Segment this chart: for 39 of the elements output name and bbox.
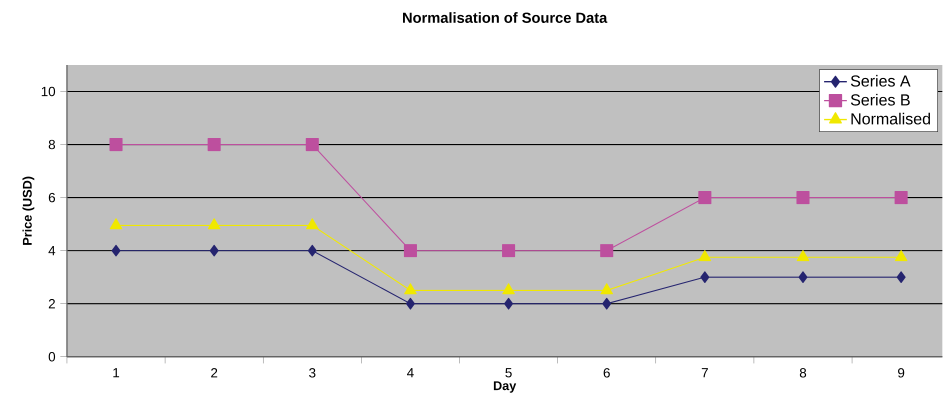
- point: [798, 271, 808, 284]
- x-tick-label: 8: [800, 368, 806, 378]
- point: [602, 298, 612, 310]
- point: [111, 244, 121, 257]
- point: [502, 244, 516, 258]
- point: [109, 138, 123, 152]
- legend-label: Series A: [850, 75, 911, 87]
- x-tick-label: 2: [211, 368, 218, 378]
- point: [406, 298, 415, 310]
- point: [894, 191, 908, 204]
- point: [796, 191, 810, 204]
- legend-label: Normalised: [851, 112, 930, 125]
- x-tick-label: 1: [113, 368, 120, 378]
- point: [210, 244, 219, 257]
- x-tick-label: 4: [407, 368, 414, 378]
- y-tick-label: 6: [48, 193, 56, 202]
- y-tick-label: 8: [48, 140, 56, 150]
- point: [308, 244, 317, 257]
- point: [404, 244, 417, 258]
- point: [306, 138, 319, 152]
- x-tick-label: 3: [309, 368, 316, 378]
- y-axis-title: Price (USD): [22, 176, 34, 245]
- point: [504, 298, 514, 310]
- x-tick-label: 6: [604, 368, 610, 378]
- y-tick-label: 10: [42, 86, 56, 96]
- x-tick-label: 7: [702, 368, 708, 378]
- y-tick-label: 0: [48, 352, 56, 362]
- point: [700, 271, 710, 284]
- point: [896, 271, 906, 284]
- x-axis-title: Day: [494, 382, 516, 393]
- y-tick-label: 4: [48, 246, 56, 256]
- legend-label: Series B: [850, 94, 910, 106]
- point: [600, 244, 614, 258]
- chart-title: Normalisation of Source Data: [403, 12, 608, 24]
- point: [698, 191, 712, 204]
- point: [208, 138, 221, 152]
- y-tick-label: 2: [48, 299, 55, 308]
- x-tick-label: 9: [898, 368, 904, 378]
- x-tick-label: 5: [505, 368, 512, 378]
